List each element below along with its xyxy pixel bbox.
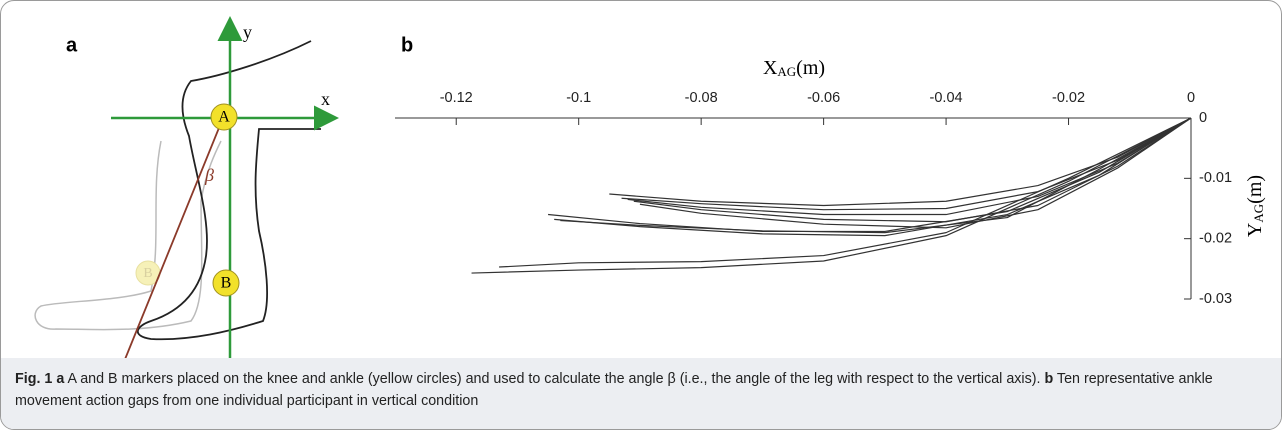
y-axis-title: YAG(m): [1244, 175, 1266, 237]
data-line: [499, 118, 1191, 267]
data-line: [472, 118, 1191, 273]
data-line: [609, 118, 1191, 205]
marker-label: A: [218, 109, 230, 126]
marker-label: B: [221, 275, 232, 292]
panel-label: a: [66, 34, 78, 56]
y-tick-label: 0: [1199, 110, 1207, 126]
caption-label: a: [56, 371, 64, 387]
data-line: [560, 118, 1191, 233]
caption: Fig. 1 a A and B markers placed on the k…: [1, 358, 1281, 430]
y-tick-label: -0.02: [1199, 230, 1232, 246]
x-tick-label: -0.12: [440, 90, 473, 106]
data-line: [622, 118, 1191, 210]
caption-label: b: [1044, 371, 1053, 387]
y-axis-title-main: Y: [1244, 223, 1266, 237]
x-tick-label: -0.04: [930, 90, 963, 106]
angle-label: β: [204, 165, 214, 185]
x-axis-title-main: X: [763, 57, 778, 79]
x-axis-title-sub: AG: [777, 64, 796, 79]
x-axis-title: XAG(m): [763, 57, 825, 79]
x-tick-label: -0.06: [807, 90, 840, 106]
y-axis-title-sub: AG: [1251, 204, 1266, 223]
leg-axis: [106, 118, 223, 358]
y-tick-label: -0.01: [1199, 170, 1232, 186]
caption-text: A and B markers placed on the knee and a…: [67, 371, 1040, 387]
ghost-marker-label: B: [143, 266, 152, 281]
panel-a: a B y x A B β: [35, 21, 334, 358]
x-tick-label: 0: [1187, 90, 1195, 106]
y-axis-title-unit: (m): [1244, 175, 1266, 204]
axis-label: y: [243, 22, 252, 42]
figure: a B y x A B β b XAG(m) YAG(m) -0.12-0.1-…: [1, 1, 1281, 358]
caption-fig: Fig. 1: [15, 371, 52, 387]
x-tick-label: -0.02: [1052, 90, 1085, 106]
x-tick-label: -0.1: [566, 90, 591, 106]
figure-frame: a B y x A B β b XAG(m) YAG(m) -0.12-0.1-…: [0, 0, 1282, 430]
data-line: [628, 118, 1191, 215]
x-tick-label: -0.08: [685, 90, 718, 106]
ghost-leg: [35, 141, 221, 330]
y-tick-label: -0.03: [1199, 291, 1232, 307]
x-axis-title-unit: (m): [796, 57, 825, 79]
panel-label: b: [401, 34, 413, 56]
axis-label: x: [321, 89, 330, 109]
